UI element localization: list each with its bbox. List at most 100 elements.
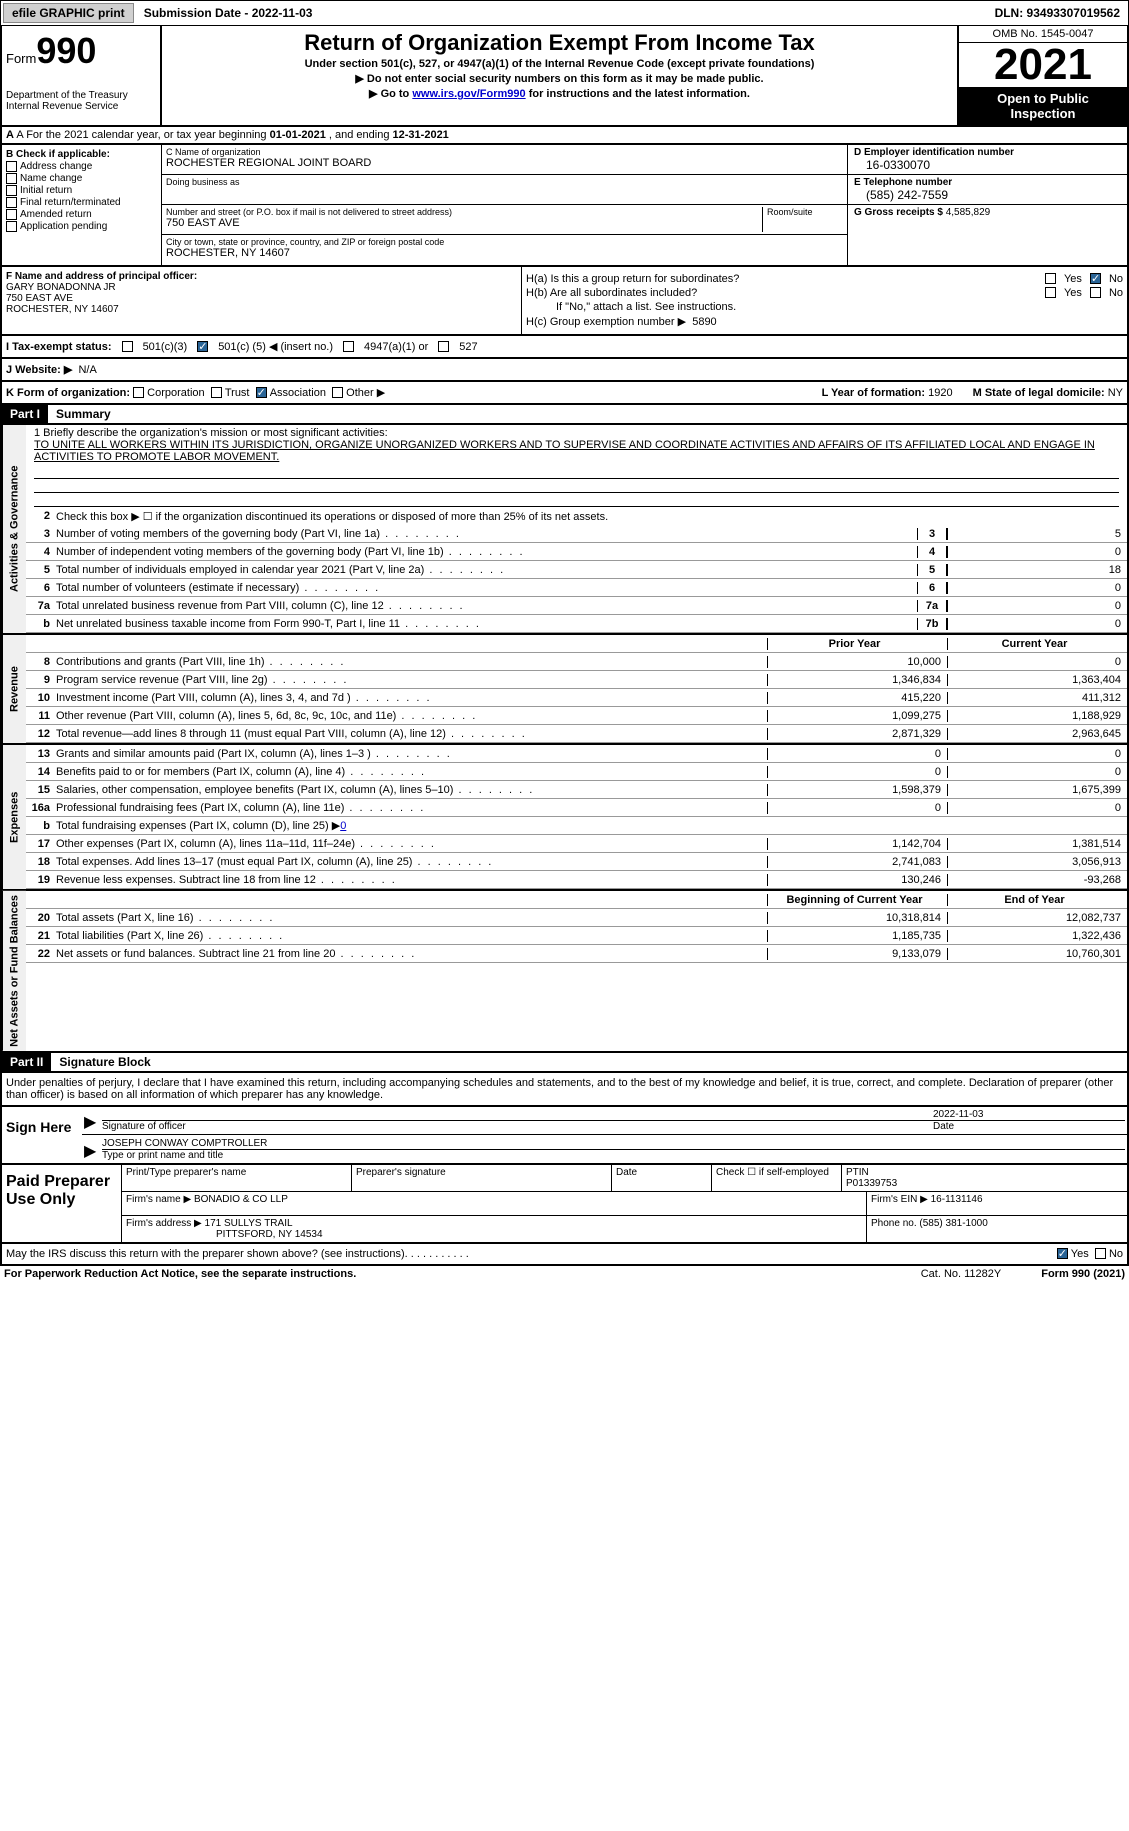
website: N/A	[78, 364, 96, 376]
gross-receipts: 4,585,829	[946, 207, 991, 218]
summary-row: 13Grants and similar amounts paid (Part …	[26, 745, 1127, 763]
chk-corp[interactable]	[133, 387, 144, 398]
ptin: P01339753	[846, 1178, 897, 1189]
officer-name: GARY BONADONNA JR	[6, 282, 116, 293]
prior-year-value: 130,246	[767, 874, 947, 886]
chk-501c[interactable]	[197, 341, 208, 352]
current-year-value: 1,188,929	[947, 710, 1127, 722]
chk-assoc[interactable]	[256, 387, 267, 398]
prior-year-value: 10,318,814	[767, 912, 947, 924]
chk-4947[interactable]	[343, 341, 354, 352]
arrow-icon: ▶	[84, 1141, 102, 1161]
chk-501c3[interactable]	[122, 341, 133, 352]
current-year-value: 0	[947, 766, 1127, 778]
part1-header: Part I Summary	[0, 405, 1129, 425]
col-c-org-info: C Name of organization ROCHESTER REGIONA…	[162, 145, 847, 265]
group-exemption: 5890	[692, 316, 716, 328]
form-subtitle: Under section 501(c), 527, or 4947(a)(1)…	[166, 58, 953, 70]
paid-preparer-block: Paid Preparer Use Only Print/Type prepar…	[0, 1165, 1129, 1244]
ha-no[interactable]	[1090, 273, 1101, 284]
top-bar: efile GRAPHIC print Submission Date - 20…	[0, 0, 1129, 26]
chk-other[interactable]	[332, 387, 343, 398]
chk-address-change[interactable]	[6, 161, 17, 172]
chk-trust[interactable]	[211, 387, 222, 398]
chk-name-change[interactable]	[6, 173, 17, 184]
summary-row: 3Number of voting members of the governi…	[26, 525, 1127, 543]
current-year-value: 1,675,399	[947, 784, 1127, 796]
summary-row: 7aTotal unrelated business revenue from …	[26, 597, 1127, 615]
summary-row: 9Program service revenue (Part VIII, lin…	[26, 671, 1127, 689]
firm-name: BONADIO & CO LLP	[194, 1194, 288, 1205]
discuss-yes[interactable]	[1057, 1248, 1068, 1259]
prior-year-value: 0	[767, 748, 947, 760]
phone: (585) 242-7559	[854, 188, 1121, 202]
col-b-checkboxes: B Check if applicable: Address change Na…	[2, 145, 162, 265]
row-j-website: J Website: ▶ N/A	[0, 359, 1129, 382]
summary-row: 8Contributions and grants (Part VIII, li…	[26, 653, 1127, 671]
state-domicile: NY	[1108, 387, 1123, 399]
mission-text: TO UNITE ALL WORKERS WITHIN ITS JURISDIC…	[34, 439, 1095, 463]
chk-527[interactable]	[438, 341, 449, 352]
chk-amended[interactable]	[6, 209, 17, 220]
block-f-h: F Name and address of principal officer:…	[0, 267, 1129, 336]
summary-row: 21Total liabilities (Part X, line 26)1,1…	[26, 927, 1127, 945]
irs-link[interactable]: www.irs.gov/Form990	[412, 88, 525, 100]
current-year-value: 1,322,436	[947, 930, 1127, 942]
row-value: 0	[947, 618, 1127, 630]
hb-yes[interactable]	[1045, 287, 1056, 298]
row-value: 0	[947, 600, 1127, 612]
ein: 16-0330070	[854, 158, 1121, 172]
vtab-expenses: Expenses	[2, 745, 26, 889]
summary-row: bTotal fundraising expenses (Part IX, co…	[26, 817, 1127, 835]
discuss-no[interactable]	[1095, 1248, 1106, 1259]
row-value: 18	[947, 564, 1127, 576]
current-year-value: 1,381,514	[947, 838, 1127, 850]
part2-header: Part II Signature Block	[0, 1053, 1129, 1073]
row-value: 5	[947, 528, 1127, 540]
summary-row: 19Revenue less expenses. Subtract line 1…	[26, 871, 1127, 889]
efile-print-button[interactable]: efile GRAPHIC print	[3, 3, 134, 23]
summary-row: 4Number of independent voting members of…	[26, 543, 1127, 561]
prior-year-value: 2,741,083	[767, 856, 947, 868]
hb-no[interactable]	[1090, 287, 1101, 298]
current-year-value: 3,056,913	[947, 856, 1127, 868]
current-year-value: 0	[947, 656, 1127, 668]
chk-application-pending[interactable]	[6, 221, 17, 232]
tax-year: 2021	[959, 43, 1127, 87]
street-address: 750 EAST AVE	[166, 217, 758, 229]
form-title: Return of Organization Exempt From Incom…	[166, 30, 953, 56]
summary-row: 15Salaries, other compensation, employee…	[26, 781, 1127, 799]
prior-year-value: 0	[767, 802, 947, 814]
summary-row: 5Total number of individuals employed in…	[26, 561, 1127, 579]
sign-here-block: Sign Here ▶ 2022-11-03 Signature of offi…	[0, 1107, 1129, 1165]
chk-initial-return[interactable]	[6, 185, 17, 196]
expenses-section: Expenses 13Grants and similar amounts pa…	[0, 745, 1129, 891]
summary-row: bNet unrelated business taxable income f…	[26, 615, 1127, 633]
col-d-ein-phone: D Employer identification number 16-0330…	[847, 145, 1127, 265]
summary-row: 22Net assets or fund balances. Subtract …	[26, 945, 1127, 963]
instructions-link-line: ▶ Go to www.irs.gov/Form990 for instruct…	[166, 87, 953, 100]
summary-row: 14Benefits paid to or for members (Part …	[26, 763, 1127, 781]
ha-yes[interactable]	[1045, 273, 1056, 284]
summary-row: 6Total number of volunteers (estimate if…	[26, 579, 1127, 597]
chk-final-return[interactable]	[6, 197, 17, 208]
block-b-c-d: B Check if applicable: Address change Na…	[0, 145, 1129, 267]
submission-date: Submission Date - 2022-11-03	[136, 4, 321, 22]
governance-section: Activities & Governance 1 Briefly descri…	[0, 425, 1129, 635]
row-i-tax-status: I Tax-exempt status: 501(c)(3) 501(c) (5…	[0, 336, 1129, 359]
revenue-section: Revenue Prior YearCurrent Year 8Contribu…	[0, 635, 1129, 745]
summary-row: 18Total expenses. Add lines 13–17 (must …	[26, 853, 1127, 871]
prior-year-value: 1,185,735	[767, 930, 947, 942]
row-value: 0	[947, 546, 1127, 558]
summary-row: 11Other revenue (Part VIII, column (A), …	[26, 707, 1127, 725]
current-year-value: 1,363,404	[947, 674, 1127, 686]
dept-treasury: Department of the Treasury Internal Reve…	[6, 90, 156, 112]
year-formation: 1920	[928, 387, 952, 399]
prior-year-value: 1,598,379	[767, 784, 947, 796]
netassets-section: Net Assets or Fund Balances Beginning of…	[0, 891, 1129, 1053]
current-year-value: 0	[947, 802, 1127, 814]
row-k-form-org: K Form of organization: Corporation Trus…	[0, 382, 1129, 405]
current-year-value: 2,963,645	[947, 728, 1127, 740]
prior-year-value: 415,220	[767, 692, 947, 704]
vtab-revenue: Revenue	[2, 635, 26, 743]
